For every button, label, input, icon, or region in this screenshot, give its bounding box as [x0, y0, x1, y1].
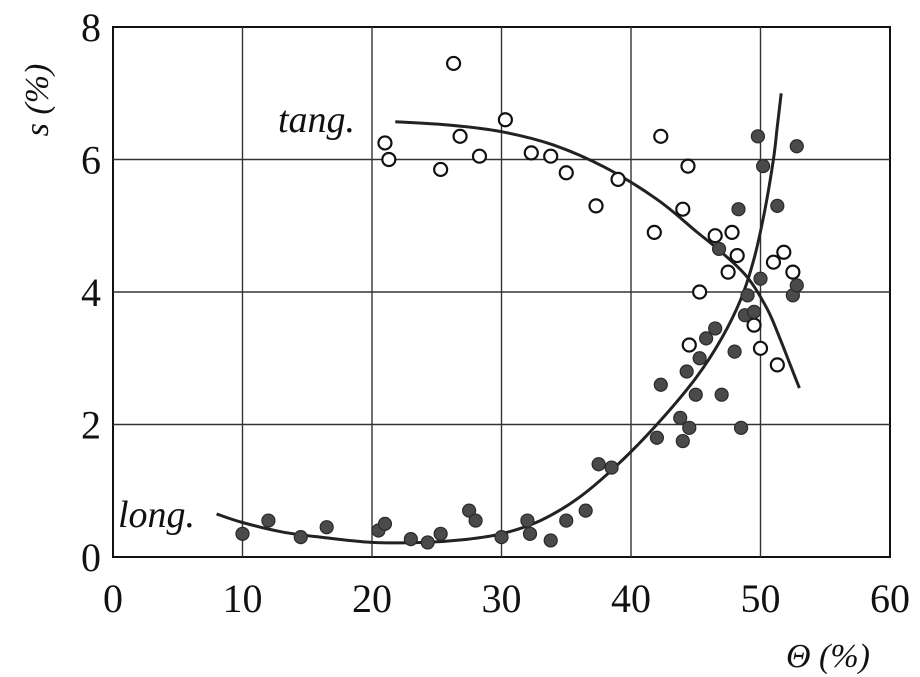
data-point-tang — [497, 112, 513, 128]
data-point-tang — [433, 161, 449, 178]
data-point-tang — [776, 244, 792, 260]
data-point-tang — [765, 254, 782, 270]
data-point-long — [261, 513, 276, 528]
data-point-long — [711, 241, 727, 257]
data-point-long — [604, 460, 619, 475]
data-point-long — [543, 533, 558, 548]
x-tick-label: 30 — [482, 576, 522, 621]
data-point-long — [433, 526, 448, 541]
y-tick-label: 6 — [81, 138, 101, 183]
data-point-long — [746, 304, 762, 319]
x-tick-label: 60 — [870, 576, 910, 621]
data-point-tang — [769, 357, 785, 373]
data-point-tang — [471, 148, 488, 164]
data-point-tang — [377, 135, 393, 151]
data-point-tang — [680, 158, 696, 174]
data-point-long — [420, 535, 435, 550]
data-point-long — [462, 503, 477, 518]
data-point-tang — [692, 284, 708, 300]
data-point-long — [699, 331, 714, 346]
data-point-long — [740, 288, 755, 303]
long-series-label: long. — [118, 494, 195, 536]
x-tick-label: 0 — [103, 576, 123, 621]
data-points — [235, 55, 804, 550]
data-point-tang — [558, 165, 574, 181]
data-point-long — [522, 526, 538, 541]
data-point-tang — [675, 201, 691, 217]
data-point-tang — [646, 224, 662, 240]
data-point-long — [692, 351, 707, 366]
data-point-long — [714, 387, 729, 402]
data-point-tang — [543, 148, 559, 164]
data-point-long — [750, 129, 766, 144]
y-tick-label: 0 — [81, 535, 101, 580]
x-tick-label: 10 — [223, 576, 263, 621]
data-point-long — [377, 516, 393, 531]
data-point-long — [578, 503, 593, 518]
data-point-long — [679, 364, 694, 379]
data-point-tang — [752, 340, 769, 356]
data-point-long — [653, 377, 668, 392]
x-tick-label: 20 — [352, 576, 392, 621]
data-point-long — [468, 513, 483, 528]
data-point-long — [559, 513, 574, 528]
data-point-long — [319, 520, 334, 535]
fit-curve-long — [216, 93, 783, 545]
data-point-tang — [381, 151, 397, 168]
data-point-long — [649, 430, 665, 445]
data-point-tang — [785, 264, 801, 280]
x-tick-label: 40 — [611, 576, 651, 621]
data-point-tang — [729, 247, 745, 264]
data-point-tang — [610, 171, 626, 187]
y-tick-label: 8 — [81, 5, 101, 50]
data-point-tang — [653, 128, 669, 144]
data-point-tang — [720, 264, 736, 280]
gridlines — [113, 27, 890, 557]
data-point-long — [733, 420, 749, 435]
x-tick-labels: 0 10 20 30 40 50 60 — [103, 576, 910, 621]
data-point-long — [403, 532, 418, 547]
data-point-long — [708, 321, 723, 336]
data-point-long — [293, 530, 308, 545]
x-tick-label: 50 — [741, 576, 781, 621]
data-point-long — [673, 410, 688, 425]
fit-curves — [216, 93, 801, 545]
data-point-long — [770, 198, 785, 213]
data-point-long — [675, 433, 690, 449]
y-tick-label: 2 — [81, 403, 101, 448]
data-point-long — [682, 420, 697, 435]
data-point-long — [688, 387, 703, 402]
data-point-long — [520, 513, 535, 528]
x-axis-label: Θ (%) — [786, 638, 870, 675]
y-tick-label: 4 — [81, 270, 101, 315]
data-point-long — [731, 202, 746, 217]
data-point-tang — [588, 198, 604, 214]
fit-curve-tang — [395, 120, 801, 389]
data-point-long — [727, 344, 742, 359]
data-point-long — [789, 139, 804, 154]
data-point-tang — [445, 55, 462, 72]
y-tick-labels: 0 2 4 6 8 — [81, 5, 101, 580]
data-point-tang — [523, 145, 539, 161]
data-point-long — [494, 530, 509, 545]
data-point-long — [591, 457, 606, 472]
data-point-tang — [452, 128, 468, 144]
data-point-long — [235, 526, 250, 541]
data-point-long — [755, 159, 771, 174]
data-point-long — [753, 271, 768, 286]
data-point-tang — [681, 337, 697, 353]
tang-series-label: tang. — [278, 99, 355, 141]
data-point-tang — [724, 224, 740, 240]
data-point-long — [789, 278, 804, 293]
data-point-tang — [707, 228, 723, 244]
y-axis-label: s (%) — [19, 64, 56, 137]
